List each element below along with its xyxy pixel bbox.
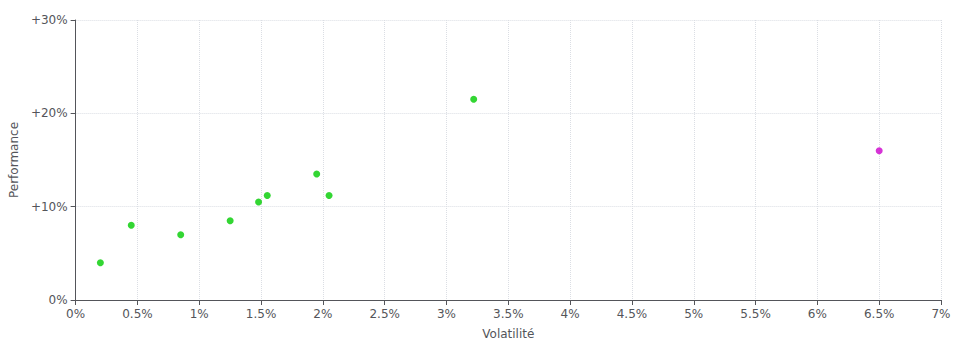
svg-text:5%: 5% [684, 307, 703, 321]
svg-text:1%: 1% [190, 307, 209, 321]
svg-text:4%: 4% [561, 307, 580, 321]
svg-text:Volatilité: Volatilité [482, 327, 534, 341]
svg-text:0%: 0% [66, 307, 85, 321]
svg-text:0%: 0% [49, 293, 68, 307]
svg-text:+20%: +20% [31, 106, 68, 120]
svg-text:6%: 6% [808, 307, 827, 321]
svg-text:3.5%: 3.5% [493, 307, 524, 321]
svg-text:+30%: +30% [31, 13, 68, 27]
svg-text:2.5%: 2.5% [369, 307, 400, 321]
svg-text:4.5%: 4.5% [617, 307, 648, 321]
svg-text:3%: 3% [437, 307, 456, 321]
svg-text:Performance: Performance [7, 122, 21, 198]
svg-text:5.5%: 5.5% [740, 307, 771, 321]
svg-text:0.5%: 0.5% [122, 307, 153, 321]
svg-text:1.5%: 1.5% [246, 307, 277, 321]
svg-text:7%: 7% [931, 307, 950, 321]
svg-text:+10%: +10% [31, 200, 68, 214]
svg-text:6.5%: 6.5% [864, 307, 895, 321]
svg-text:2%: 2% [313, 307, 332, 321]
